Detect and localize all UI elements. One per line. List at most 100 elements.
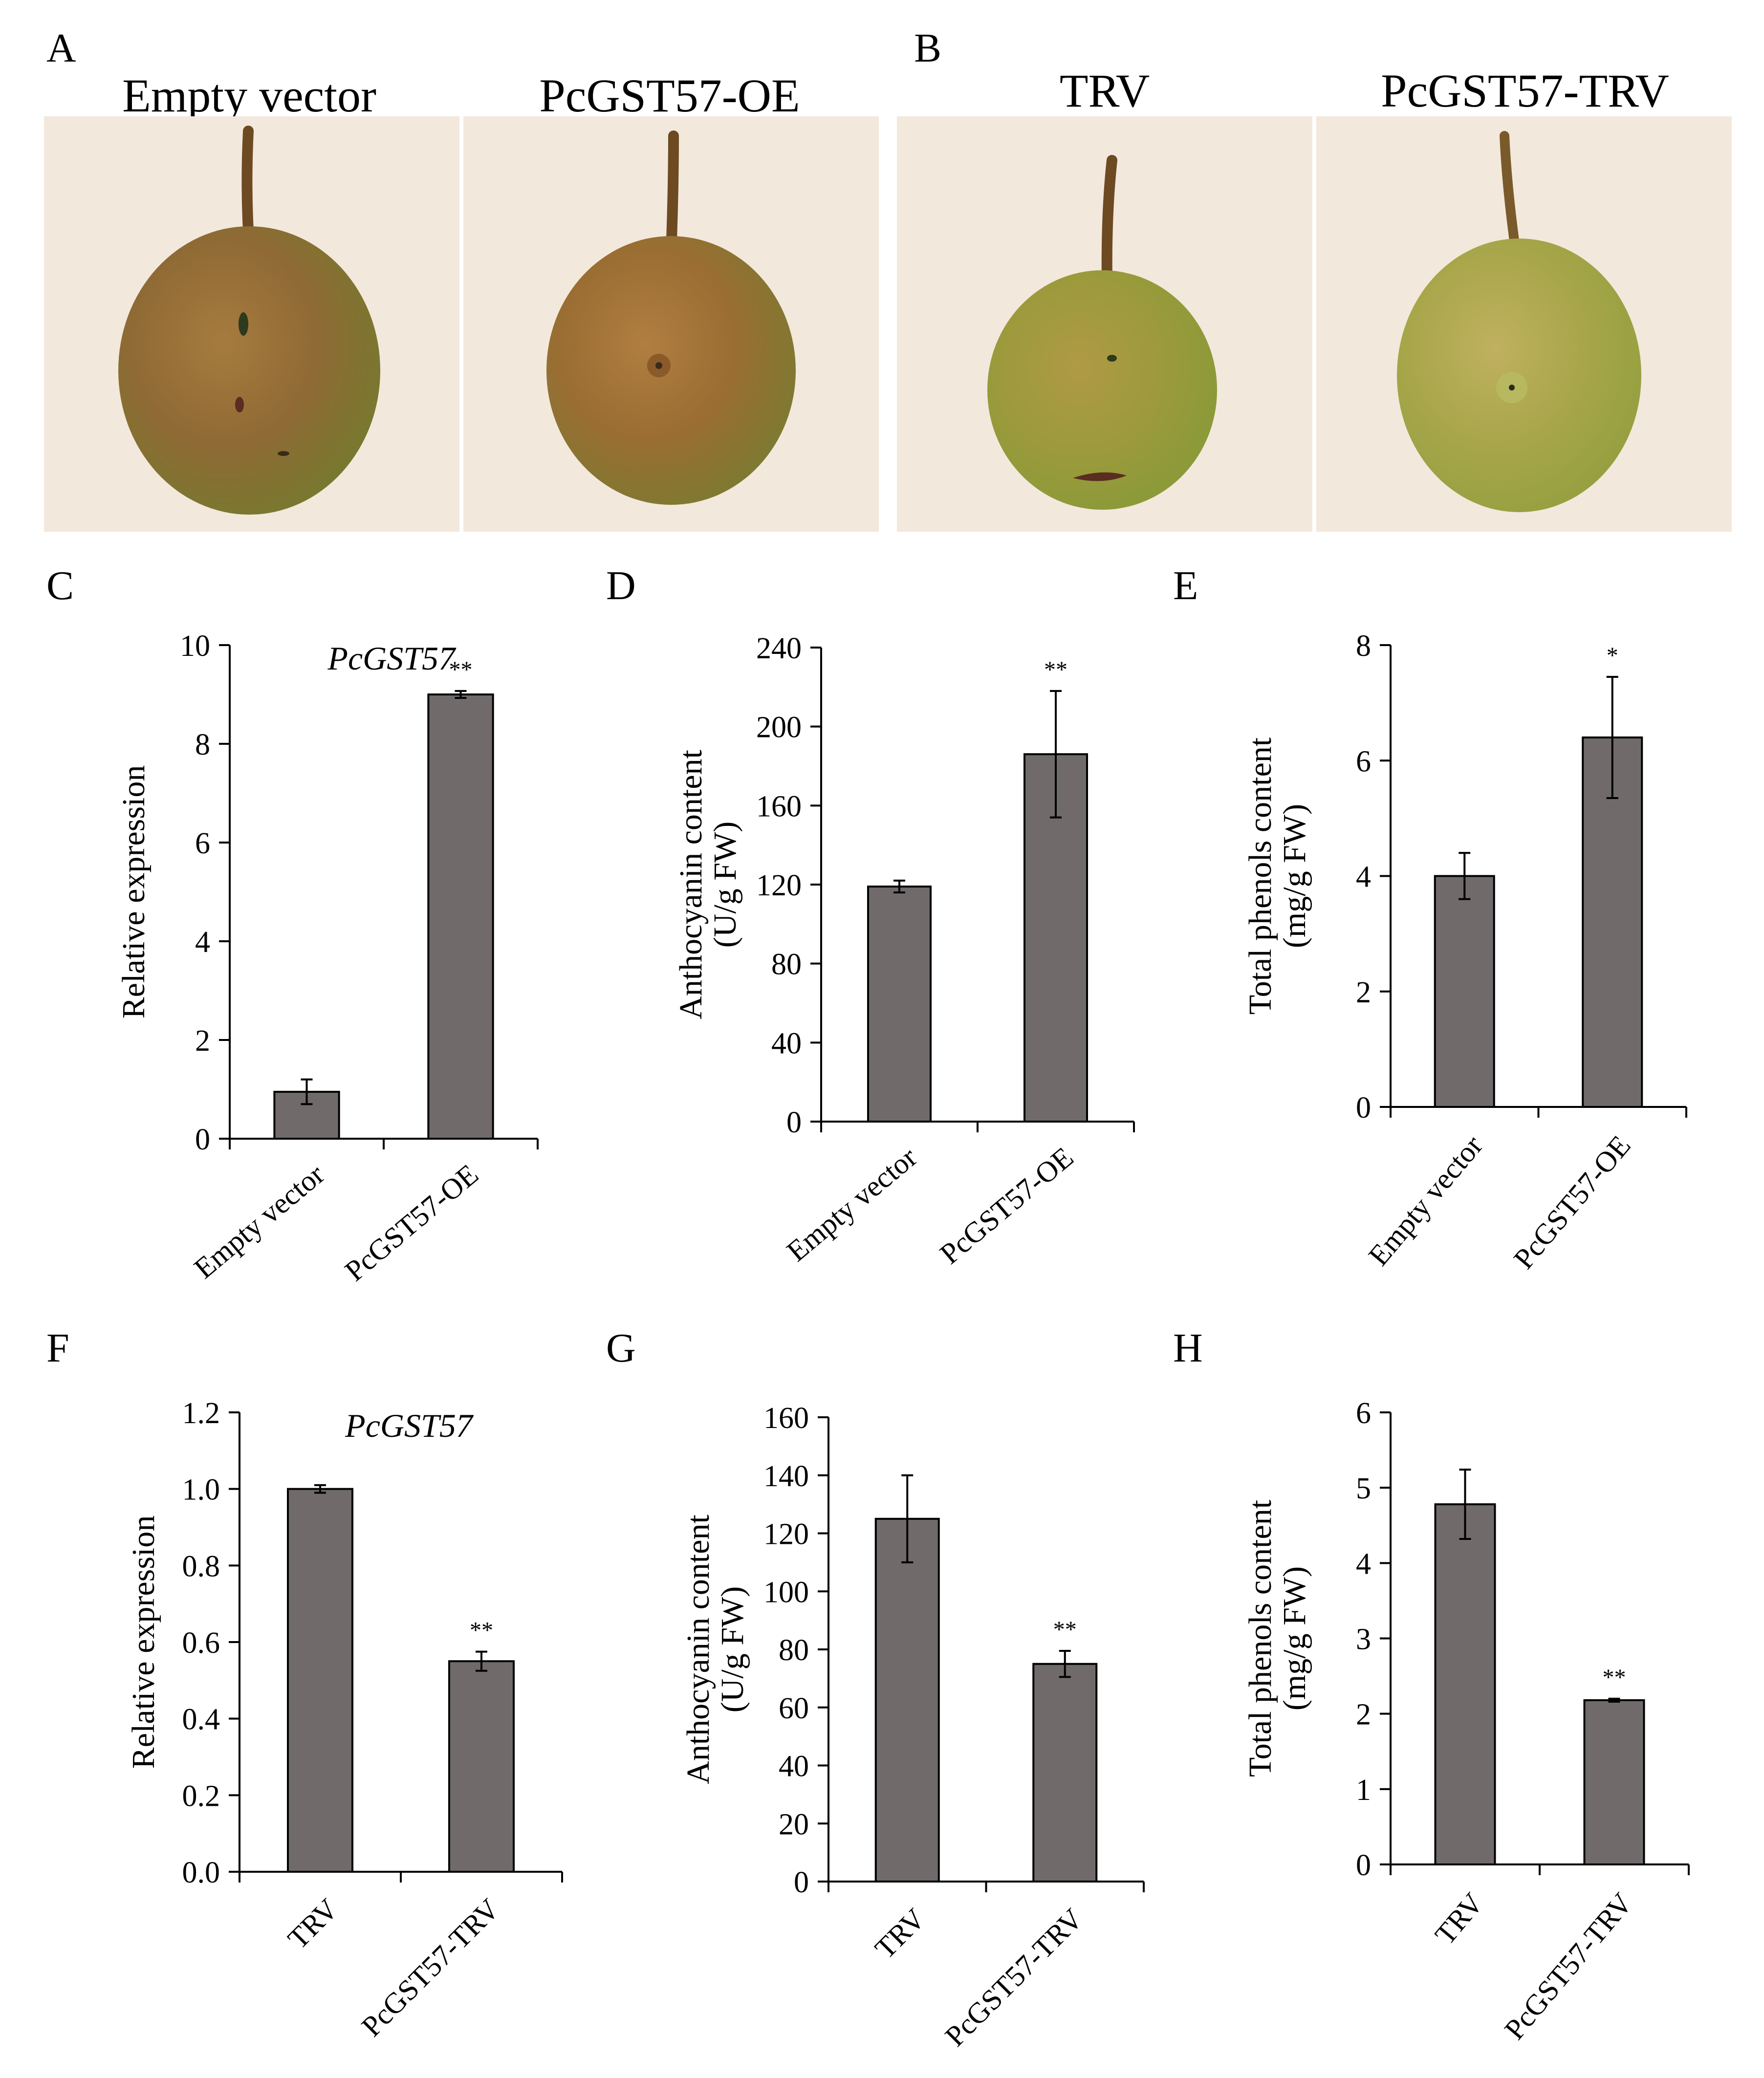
y-tick-label: 10 [180,629,210,663]
y-tick-label: 0.8 [182,1550,220,1583]
y-tick-label: 40 [771,1027,802,1060]
y-tick-label: 6 [195,827,210,860]
y-axis-label: (U/g FW) [707,822,743,948]
panel-letter-e: E [1173,563,1198,608]
y-tick-label: 8 [1356,629,1371,663]
y-tick-label: 20 [779,1808,809,1841]
y-tick-label: 0.6 [182,1626,220,1660]
y-tick-label: 0 [1356,1849,1371,1882]
y-tick-label: 240 [756,632,802,665]
y-tick-label: 1.2 [182,1397,220,1430]
x-category-label: Empty vector [1362,1129,1489,1272]
y-axis-label: Total phenols content [1242,1500,1278,1777]
y-tick-label: 0 [1356,1091,1371,1125]
y-axis-label: Anthocyanin content [673,750,709,1019]
x-category-label: PcGST57-OE [1507,1129,1637,1275]
bar-1 [874,1517,940,1883]
significance-mark: ** [1044,657,1067,683]
y-tick-label: 120 [763,1518,809,1551]
panel-letter-c: C [46,563,74,608]
chart-g-anthocyanin-trv: 0 20 40 60 80 100 120 140 160 TRV ** PcGST57-TRV Ant… [680,1402,1145,2053]
chart-h-total-phenols-trv: 0 1 2 3 4 5 6 TRV ** PcGST57-TRV Total phenols con… [1242,1397,1690,2046]
x-category-label: PcGST57-OE [339,1158,484,1287]
x-category-label: TRV [869,1903,931,1965]
photo-pear-pcgst57-trv [1316,116,1732,532]
bar-2 [1032,1663,1098,1883]
x-category-label: TRV [1429,1887,1490,1951]
y-tick-label: 4 [1356,1547,1371,1580]
y-tick-label: 2 [1356,976,1371,1009]
x-category-label: PcGST57-TRV [1498,1887,1638,2046]
bar-1 [867,886,932,1123]
chart-c-relative-expression-oe: 0 2 4 6 8 10 Empty vector ** PcGST57-OE PcGST57 Re… [116,629,539,1287]
y-tick-label: 0 [794,1866,809,1899]
y-tick-label: 0 [786,1106,802,1139]
panel-letter-a: A [46,25,76,71]
y-axis-label: (U/g FW) [715,1586,750,1712]
y-tick-label: 0.4 [182,1703,220,1736]
y-tick-label: 5 [1356,1472,1371,1505]
y-tick-label: 1.0 [182,1473,220,1507]
x-category-label: PcGST57-TRV [939,1903,1089,2053]
photo-label-empty-vector: Empty vector [122,69,376,122]
chart-f-relative-expression-trv: 0.0 0.2 0.4 0.6 0.8 1.0 1.2 TRV ** PcGST57-TRV PcG… [126,1397,563,2043]
y-tick-label: 6 [1356,745,1371,778]
y-tick-label: 40 [779,1750,809,1783]
bar-2 [1583,1699,1645,1866]
y-axis-label: Anthocyanin content [680,1515,716,1784]
y-axis-label: Relative expression [126,1515,161,1769]
chart-title: PcGST57 [327,640,457,677]
y-axis-label: (mg/g FW) [1277,1566,1312,1710]
y-tick-label: 2 [195,1024,210,1058]
y-tick-label: 160 [763,1402,809,1435]
bar-1 [1434,1503,1496,1866]
significance-mark: ** [470,1618,493,1644]
y-tick-label: 140 [763,1460,809,1493]
bar-2 [427,693,494,1140]
panel-letter-h: H [1173,1325,1203,1371]
significance-mark: * [1607,643,1618,669]
y-tick-label: 80 [779,1634,809,1667]
y-tick-label: 4 [1356,861,1371,894]
y-tick-label: 60 [779,1692,809,1725]
y-tick-label: 200 [756,711,802,744]
panel-letter-g: G [606,1325,636,1371]
y-tick-label: 2 [1356,1698,1371,1732]
y-tick-label: 0.0 [182,1856,220,1889]
bar-1 [1434,875,1495,1108]
y-tick-label: 0 [195,1123,210,1156]
y-tick-label: 3 [1356,1623,1371,1656]
photo-label-pcgst57-oe: PcGST57-OE [539,69,800,122]
bar-1 [287,1488,353,1873]
x-category-label: Empty vector [188,1158,330,1284]
x-category-label: PcGST57-OE [934,1141,1080,1270]
chart-d-anthocyanin-oe: 0 40 80 120 160 200 240 Empty vector ** PcGST57-O… [673,632,1135,1270]
significance-mark: ** [449,657,473,683]
chart-e-total-phenols-oe: 0 2 4 6 8 Empty vector * PcGST57-OE Total phenol… [1242,629,1687,1275]
y-tick-label: 80 [771,948,802,981]
photo-label-pcgst57-trv: PcGST57-TRV [1381,65,1669,117]
y-tick-label: 1 [1356,1774,1371,1807]
x-category-label: Empty vector [781,1141,923,1267]
y-tick-label: 120 [756,869,802,902]
y-tick-label: 8 [195,728,210,761]
y-tick-label: 6 [1356,1397,1371,1430]
y-tick-label: 160 [756,790,802,823]
x-category-label: TRV [282,1893,344,1955]
bar-2 [448,1660,515,1873]
panel-letter-f: F [46,1325,69,1371]
y-axis-label: Total phenols content [1242,737,1278,1015]
photo-label-trv: TRV [1059,65,1150,117]
significance-mark: ** [1603,1665,1626,1690]
photo-pear-empty-vector [44,116,459,532]
chart-title: PcGST57 [345,1407,474,1444]
y-axis-label: (mg/g FW) [1277,804,1312,948]
y-tick-label: 4 [195,926,210,959]
photo-pear-pcgst57-oe [463,116,879,532]
significance-mark: ** [1053,1617,1077,1643]
y-tick-label: 100 [763,1576,809,1609]
photo-pear-trv [897,116,1312,532]
y-axis-label: Relative expression [116,765,152,1019]
y-tick-label: 0.2 [182,1779,220,1813]
panel-letter-d: D [606,563,636,608]
